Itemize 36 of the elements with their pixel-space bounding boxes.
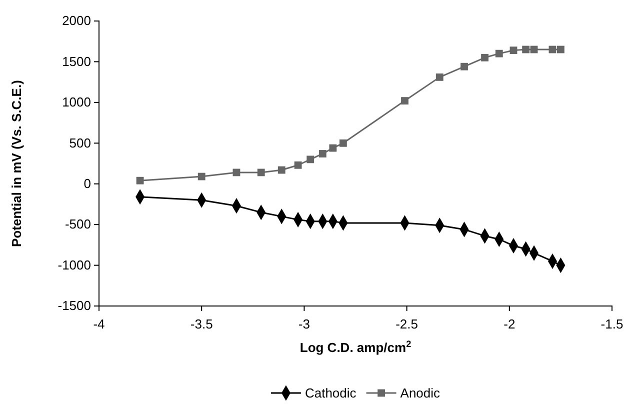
y-tick-label: 0 [84, 176, 91, 192]
point [522, 46, 530, 54]
point [318, 150, 326, 158]
legend-label: Cathodic [304, 386, 357, 401]
legend-label: Anodic [400, 386, 441, 401]
point [460, 62, 468, 70]
point [136, 176, 144, 184]
y-tick-label: -1000 [58, 257, 91, 272]
y-tick-label: 2000 [62, 13, 91, 28]
point [556, 46, 564, 54]
y-tick-label: 1000 [62, 94, 91, 110]
point [198, 172, 206, 180]
point [510, 46, 518, 54]
y-tick-label: 1500 [62, 54, 91, 69]
point [339, 139, 347, 147]
y-axis-title: Potential in mV (Vs. S.C.E.) [9, 80, 24, 247]
point [401, 97, 408, 105]
point [495, 50, 503, 58]
x-axis-title: Log C.D. amp/cm$^{2}$ [300, 339, 412, 355]
y-tick-label: 500 [69, 135, 91, 150]
x-tick-label: -1.5 [600, 316, 624, 332]
point [329, 144, 337, 152]
y-tick-label: -500 [64, 216, 91, 232]
point [306, 156, 314, 164]
point [232, 168, 240, 176]
point [436, 73, 444, 81]
point [481, 54, 488, 62]
x-tick-label: -3.5 [190, 316, 213, 332]
x-tick-label: -3 [298, 316, 310, 332]
point [294, 161, 302, 169]
x-tick-label: -2 [504, 316, 516, 332]
y-tick-label: -1500 [58, 298, 91, 314]
point [257, 168, 265, 176]
point [278, 166, 286, 174]
x-tick-label: -2.5 [396, 316, 418, 332]
x-tick-label: -4 [93, 316, 105, 332]
